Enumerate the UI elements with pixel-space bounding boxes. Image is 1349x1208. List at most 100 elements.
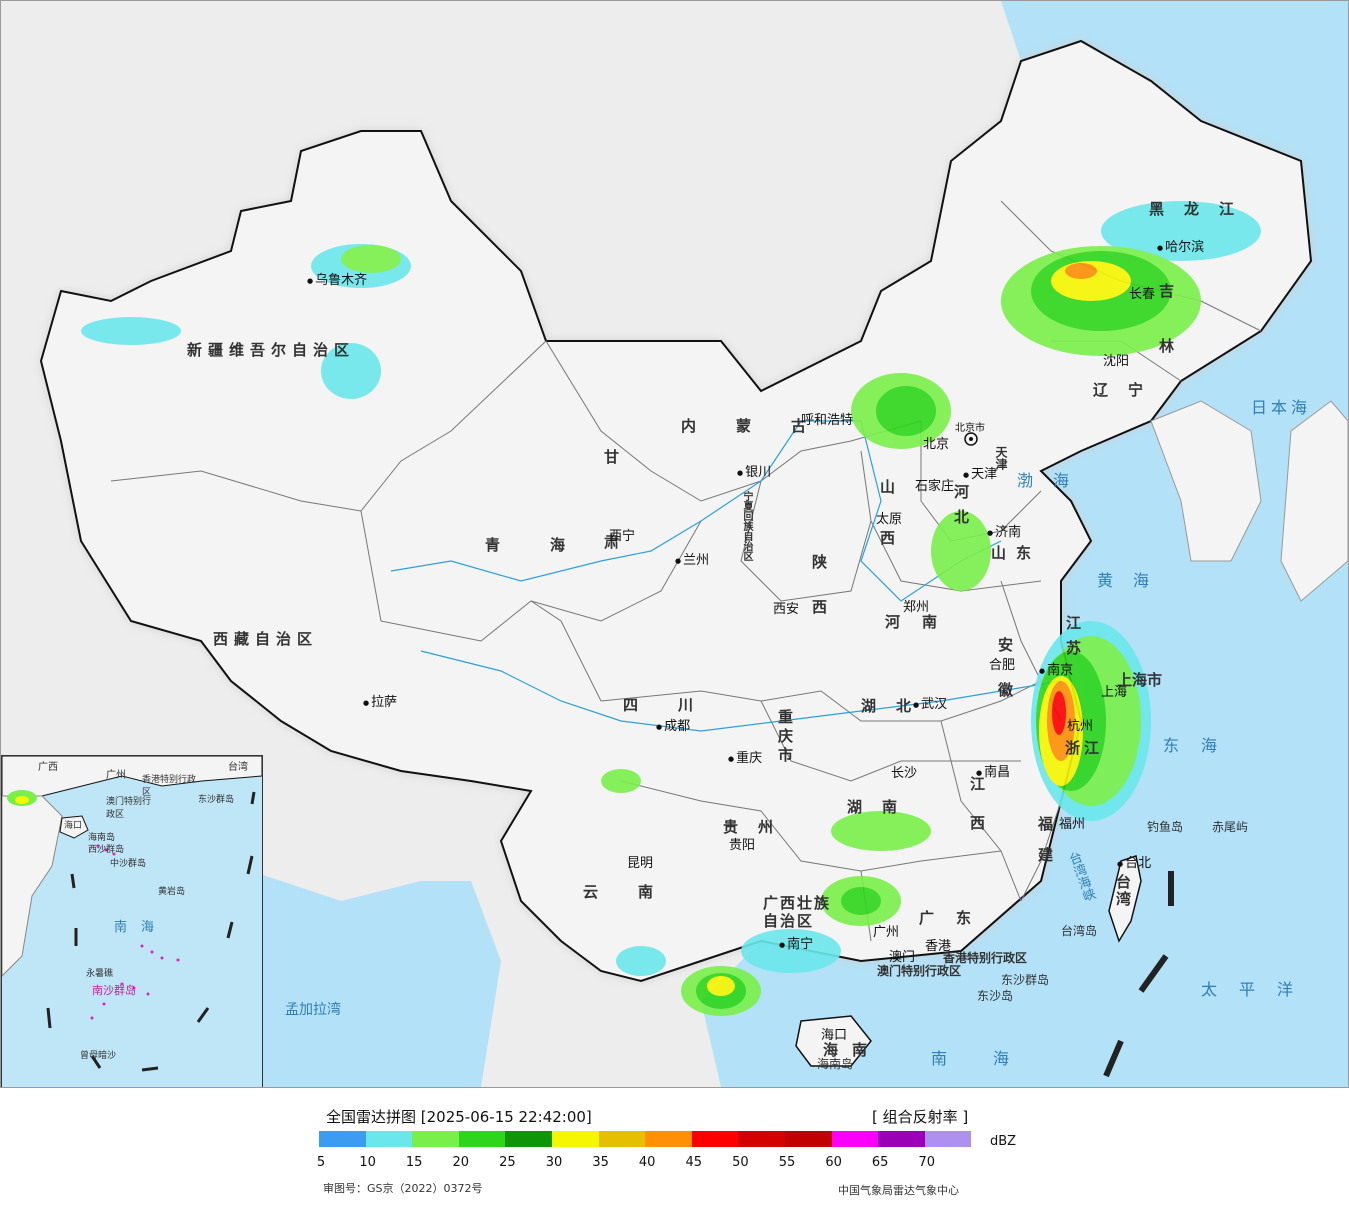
sea-label: 孟加拉湾: [285, 1002, 341, 1018]
city-label: 北京: [923, 437, 950, 452]
island-label: 海南岛: [817, 1057, 854, 1071]
city-label: 南昌: [976, 761, 1010, 780]
province-label: 山西: [878, 479, 896, 581]
city-label: 长沙: [891, 766, 918, 781]
province-label: 内蒙古: [681, 417, 847, 435]
province-label: 贵州: [723, 818, 794, 836]
sea-label: 黄海: [1097, 571, 1170, 590]
color-scale-tick: 30: [545, 1155, 563, 1170]
province-label: 海南: [823, 1041, 882, 1059]
color-swatch: [878, 1131, 925, 1147]
province-label: 青海: [485, 536, 616, 554]
island-label: 台湾岛: [1061, 924, 1098, 938]
city-label: 长春: [1129, 287, 1156, 302]
inset-label: 香港特别行政区: [142, 775, 197, 798]
province-label: 黑龙江: [1149, 200, 1255, 218]
city-label: 合肥: [989, 658, 1016, 673]
city-label: 南京: [1039, 659, 1073, 678]
product-type-label: [ 组合反射率 ]: [872, 1108, 969, 1126]
inset-label: 西沙群岛: [88, 845, 125, 855]
province-label: 宁夏回族自治区: [741, 491, 752, 561]
province-label: 山东: [991, 544, 1042, 562]
sea-label: 东海: [1163, 736, 1240, 755]
city-label: 郑州: [903, 600, 930, 615]
color-swatch: [365, 1131, 413, 1147]
bay-of-bengal: [201, 871, 501, 1087]
color-scale-tick: 40: [638, 1155, 656, 1170]
color-scale-tick: 25: [499, 1155, 516, 1170]
color-scale-tick: 65: [871, 1155, 889, 1170]
province-label: 广东: [919, 909, 994, 927]
city-label: 南宁: [779, 933, 813, 952]
ocean: [701, 1, 1348, 1087]
city-label: 重庆: [728, 747, 762, 766]
color-scale-tick: 15: [405, 1155, 423, 1170]
color-swatch: [738, 1131, 785, 1147]
province-label: 台湾: [1114, 874, 1132, 908]
island-label: 赤尾屿: [1212, 820, 1249, 834]
color-scale-tick: 60: [825, 1155, 842, 1170]
city-label: 济南: [987, 521, 1021, 540]
color-swatch: [831, 1131, 879, 1147]
city-label: 成都: [656, 715, 690, 734]
inset-label: 曾母暗沙: [80, 1051, 117, 1061]
province-label: 湖北: [861, 697, 932, 715]
sea-label: 渤海: [1017, 471, 1090, 490]
province-label: 安徽: [996, 637, 1014, 727]
city-label: 拉萨: [363, 691, 397, 710]
inset-label: 海口: [64, 821, 83, 831]
island-label: 东沙岛: [977, 989, 1014, 1003]
color-scale-tick: 50: [732, 1155, 749, 1170]
color-scale-tick: 20: [452, 1155, 470, 1170]
province-label: 辽宁: [1093, 381, 1164, 399]
city-label: 西安: [773, 602, 800, 617]
color-swatch: [691, 1131, 739, 1147]
hainan-island: [795, 1015, 872, 1067]
province-label: 甘肃: [602, 449, 620, 619]
city-label: 贵阳: [729, 838, 756, 853]
radar-map: 新疆维吾尔自治区 西藏自治区 青海 甘肃 内蒙古 黑龙江 吉林 辽宁 河北 山西…: [0, 0, 1349, 1088]
sea-label: 南海: [931, 1049, 1056, 1068]
inset-label: 澳门特别行政区: [106, 797, 152, 820]
south-china-sea-inset: 广西 广州 香港特别行政区 澳门特别行政区 东沙群岛 台湾 海口 海南岛 西沙群…: [1, 755, 263, 1087]
color-scale-tick: 70: [918, 1155, 936, 1170]
legend-panel: 全国雷达拼图 [2025-06-15 22:42:00] [ 组合反射率 ] d…: [0, 1088, 1349, 1208]
province-label: 天津: [994, 446, 1008, 470]
province-label: 湖南: [847, 798, 918, 816]
sea-label: 太平洋: [1201, 980, 1316, 999]
color-swatch: [924, 1131, 972, 1147]
province-label: 广西壮族自治区: [763, 894, 832, 930]
inset-label: 南沙群岛: [92, 984, 136, 997]
city-label: 福州: [1059, 817, 1086, 832]
island-label: 东沙群岛: [1001, 973, 1050, 987]
city-label: 天津: [963, 463, 997, 482]
province-label: 浙江: [1065, 739, 1104, 757]
color-scale-tick: 35: [592, 1155, 609, 1170]
city-label: 太原: [876, 512, 903, 527]
city-label: 杭州: [1067, 719, 1094, 734]
province-label: 江苏: [1064, 615, 1082, 665]
color-swatch: [598, 1131, 646, 1147]
unit-label: dBZ: [990, 1134, 1017, 1149]
island-label: 钓鱼岛: [1147, 820, 1184, 834]
city-label: 乌鲁木齐: [307, 269, 367, 288]
city-label: 石家庄: [915, 479, 955, 494]
city-label: 台北: [1117, 852, 1151, 871]
inset-label: 永暑礁: [86, 969, 114, 979]
city-label: 澳门: [889, 950, 916, 965]
city-label: 武汉: [913, 693, 947, 712]
city-label: 海口: [821, 1028, 848, 1043]
city-label: 西宁: [609, 529, 636, 544]
color-scale-tick: 10: [359, 1155, 376, 1170]
city-label: 哈尔滨: [1157, 236, 1204, 255]
province-label: 新疆维吾尔自治区: [187, 341, 356, 359]
approval-number: 审图号：GS京（2022）0372号: [323, 1182, 483, 1195]
province-label: 江西: [968, 776, 986, 854]
sea-label: 日本海: [1251, 398, 1312, 417]
province-label: 西藏自治区: [213, 630, 319, 648]
inset-label: 南海: [114, 920, 169, 935]
city-label: 昆明: [627, 856, 654, 871]
city-label: 沈阳: [1103, 354, 1130, 369]
color-swatch: [319, 1131, 366, 1147]
color-swatch: [412, 1131, 459, 1147]
